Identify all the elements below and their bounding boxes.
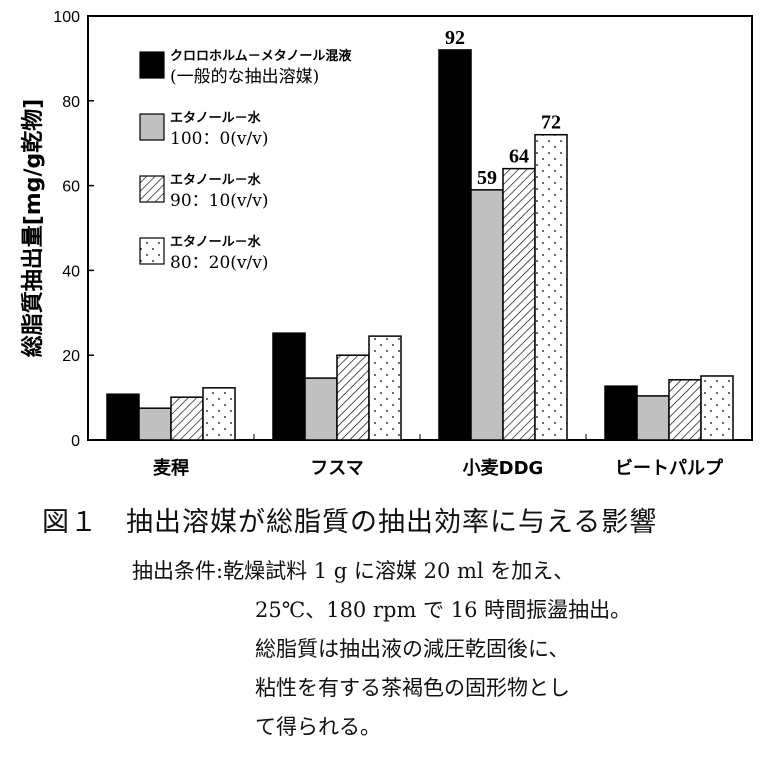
legend-label: エタノール－水 — [170, 172, 262, 188]
bar — [470, 189, 504, 441]
legend-swatch — [139, 113, 165, 141]
data-label: 92 — [445, 27, 465, 49]
data-label: 64 — [509, 146, 529, 168]
conditions-line: 乾燥試料 1 g に溶媒 20 ml を加え、 — [223, 559, 575, 583]
legend-swatch — [139, 237, 165, 265]
bar — [534, 133, 568, 441]
bar — [604, 385, 638, 441]
x-tick-label: 小麦DDG — [463, 457, 544, 479]
conditions-label: 抽出条件: — [132, 559, 224, 583]
data-label: 59 — [477, 167, 497, 189]
bar — [336, 354, 370, 441]
bar — [368, 335, 402, 441]
x-tick-label: ビートパルプ — [615, 457, 724, 479]
bar — [502, 167, 536, 441]
conditions-line: 25℃、180 rpm で 16 時間振盪抽出。 — [255, 598, 632, 622]
bar — [438, 49, 472, 441]
bar — [202, 387, 236, 441]
legend-label: クロロホルム－メタノール混液 — [170, 48, 351, 64]
y-tick-label: 100 — [53, 9, 80, 26]
figure-caption: 図１ 抽出溶媒が総脂質の抽出効率に与える影響 — [42, 507, 658, 538]
bar — [668, 379, 702, 441]
bar — [106, 393, 140, 441]
bar — [272, 332, 306, 441]
legend-label: (一般的な抽出溶媒) — [170, 67, 319, 87]
conditions-line: 総脂質は抽出液の減圧乾固後に、 — [255, 637, 570, 661]
bar — [138, 407, 172, 441]
y-tick-label: 20 — [62, 348, 80, 365]
x-tick-label: フスマ — [310, 458, 363, 479]
legend-swatch — [139, 51, 165, 79]
legend-label: エタノール－水 — [170, 110, 262, 126]
data-label: 72 — [541, 112, 561, 134]
bar — [636, 395, 670, 441]
y-tick-label: 80 — [62, 94, 80, 111]
legend-label: 100：0(v/v) — [170, 129, 268, 149]
legend-label: 90：10(v/v) — [170, 191, 268, 211]
y-axis-label: 総脂質抽出量[mg/g乾物] — [20, 99, 46, 358]
legend-swatch — [139, 175, 165, 203]
x-tick-label: 麦稈 — [153, 457, 189, 479]
legend-label: エタノール－水 — [170, 234, 262, 250]
y-tick-label: 0 — [71, 433, 80, 450]
y-tick-label: 40 — [62, 263, 80, 280]
conditions-line: 粘性を有する茶褐色の固形物とし — [255, 676, 570, 700]
legend-label: 80：20(v/v) — [170, 253, 268, 273]
bar — [700, 375, 734, 441]
bar — [304, 377, 338, 441]
bar-chart: 0 20 40 60 80 100 総脂質抽出量[mg/g乾物] 麦稈 フスマ 小麦DDG 92 59… — [20, 9, 753, 479]
conditions-line: て得られる。 — [255, 715, 381, 739]
bar — [170, 396, 204, 441]
extraction-conditions: 抽出条件:乾燥試料 1 g に溶媒 20 ml を加え、 25℃、180 rpm… — [132, 552, 631, 747]
y-tick-label: 60 — [62, 179, 80, 196]
